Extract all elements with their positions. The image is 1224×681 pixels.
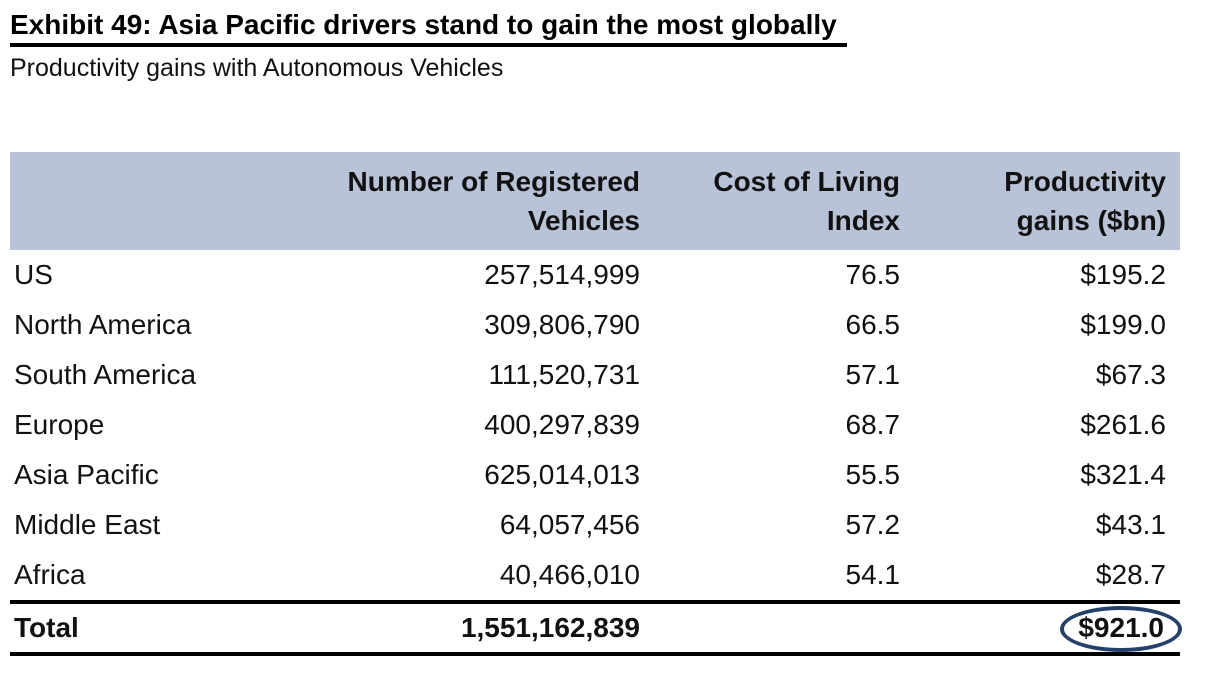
cell-gains: $28.7 [1095,559,1166,590]
cell-vehicles: 257,514,999 [484,259,640,290]
cell-cost-index: 57.2 [845,509,901,540]
header-cost-index-line1: Cost of Living [713,166,900,197]
total-gains-cell: $921.0 [910,600,1182,656]
cell-cost-index: 55.5 [845,459,901,490]
header-gains: Productivity gains ($bn) [910,152,1180,250]
table-row: US 257,514,999 76.5 $195.2 [10,250,1180,300]
cell-cost-index: 66.5 [845,309,901,340]
header-row: Number of Registered Vehicles Cost of Li… [10,152,1180,250]
header-cost-index: Cost of Living Index [650,152,910,250]
exhibit-page: Exhibit 49: Asia Pacific drivers stand t… [10,8,1182,656]
cell-region: US [14,259,53,290]
cell-region: Asia Pacific [14,459,159,490]
cell-gains: $321.4 [1080,459,1166,490]
title-block: Exhibit 49: Asia Pacific drivers stand t… [10,8,1180,84]
cell-vehicles: 309,806,790 [484,309,640,340]
table-row: Africa 40,466,010 54.1 $28.7 [10,550,1180,602]
header-gains-line2: gains ($bn) [1016,205,1166,236]
header-region-blank [10,152,290,250]
total-cost-index [650,600,910,656]
table-row: Asia Pacific 625,014,013 55.5 $321.4 [10,450,1180,500]
cell-gains: $67.3 [1095,359,1166,390]
total-label: Total [10,600,290,656]
cell-cost-index: 76.5 [845,259,901,290]
cell-region: South America [14,359,197,390]
cell-region: Middle East [14,509,161,540]
cell-vehicles: 400,297,839 [484,409,640,440]
table-row: Middle East 64,057,456 57.2 $43.1 [10,500,1180,550]
cell-vehicles: 40,466,010 [499,559,640,590]
exhibit-title: Exhibit 49: Asia Pacific drivers stand t… [10,8,847,47]
table-body: US 257,514,999 76.5 $195.2 North America… [10,250,1180,602]
cell-gains: $43.1 [1095,509,1166,540]
total-gains-ellipse-annotation: $921.0 [1060,606,1182,652]
header-cost-index-line2: Index [826,205,900,236]
header-vehicles: Number of Registered Vehicles [290,152,650,250]
cell-vehicles: 625,014,013 [484,459,640,490]
total-row: Total 1,551,162,839 $921.0 [10,600,1182,656]
cell-vehicles: 64,057,456 [499,509,640,540]
cell-gains: $199.0 [1080,309,1166,340]
total-vehicles: 1,551,162,839 [290,600,650,656]
cell-gains: $195.2 [1080,259,1166,290]
cell-region: Africa [14,559,86,590]
exhibit-subtitle: Productivity gains with Autonomous Vehic… [10,54,504,82]
cell-vehicles: 111,520,731 [488,359,640,390]
header-vehicles-line1: Number of Registered [347,166,641,197]
total-gains-value: $921.0 [1078,612,1164,643]
cell-cost-index: 68.7 [845,409,901,440]
cell-region: North America [14,309,192,340]
cell-cost-index: 54.1 [845,559,901,590]
cell-region: Europe [14,409,105,440]
cell-cost-index: 57.1 [845,359,901,390]
table-row: North America 309,806,790 66.5 $199.0 [10,300,1180,350]
table-row: Europe 400,297,839 68.7 $261.6 [10,400,1180,450]
cell-gains: $261.6 [1080,409,1166,440]
header-vehicles-line2: Vehicles [527,205,640,236]
productivity-table: Number of Registered Vehicles Cost of Li… [10,152,1182,656]
header-gains-line1: Productivity [1004,166,1166,197]
table-row: South America 111,520,731 57.1 $67.3 [10,350,1180,400]
